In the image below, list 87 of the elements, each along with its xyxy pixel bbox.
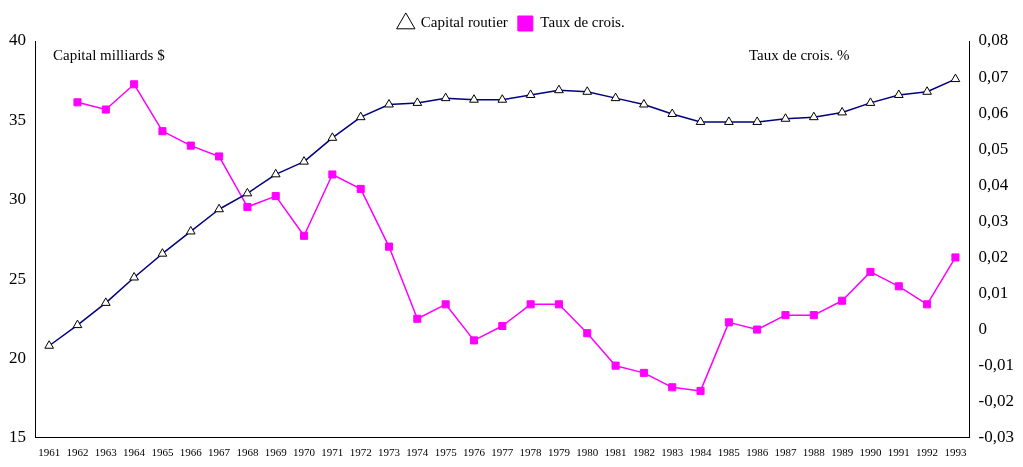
y2-tick-label: 0,07 [978,66,1009,86]
y-tick-label: 20 [9,347,26,367]
x-tick-label: 1993 [944,446,967,459]
x-tick-label: 1974 [406,446,429,459]
x-tick-label: 1992 [916,446,939,459]
y-tick-label: 35 [9,109,26,129]
x-tick-label: 1991 [887,446,910,459]
point [668,383,677,392]
x-tick-label: 1986 [746,446,769,459]
point [413,314,422,323]
point [469,336,479,345]
point [130,80,139,89]
point [300,231,309,240]
y-tick-label: 30 [9,189,26,209]
point [498,321,507,331]
legend-label: Capital routier [420,14,508,31]
y2-tick-label: 0,05 [978,138,1009,158]
x-tick-label: 1982 [632,446,655,459]
point [951,253,960,262]
point [724,318,733,327]
y-tick-label: 25 [9,268,26,288]
legend-label: Taux de crois. [540,14,625,31]
x-tick-label: 1989 [831,446,854,459]
y2-tick-label: 0,03 [978,210,1009,230]
x-tick-label: 1966 [179,446,203,459]
point [611,361,620,370]
x-tick-label: 1977 [491,446,514,459]
x-tick-label: 1962 [66,446,89,459]
x-tick-label: 1970 [293,446,316,459]
x-tick-label: 1972 [349,446,372,459]
point [215,152,224,161]
y2-tick-label: 0,02 [978,246,1009,266]
point [554,300,563,309]
y2-axis-title: Taux de crois. % [749,47,850,64]
y2-tick-label: -0,01 [978,355,1015,375]
point [639,368,648,377]
x-tick-label: 1987 [774,446,797,459]
x-tick-label: 1983 [661,446,684,459]
y2-tick-label: -0,02 [978,391,1015,411]
x-tick-label: 1967 [208,446,231,459]
point [158,127,167,136]
point [809,311,818,320]
x-tick-label: 1963 [94,446,118,459]
point [696,386,705,395]
y2-tick-label: 0,04 [978,174,1009,194]
point [923,300,932,309]
point [271,192,280,201]
x-tick-label: 1976 [462,446,486,459]
point [583,329,592,338]
x-tick-label: 1990 [859,446,882,459]
point [384,242,394,251]
x-tick-label: 1985 [717,446,741,459]
point [186,141,195,150]
y2-tick-label: 0,06 [978,102,1009,122]
point [101,105,110,114]
point [753,325,762,334]
point [526,300,535,309]
x-tick-label: 1961 [38,446,61,459]
point [866,267,875,276]
y-tick-label: 15 [9,427,26,447]
y-tick-label: 40 [9,30,26,50]
x-tick-label: 1978 [519,446,543,459]
point [894,282,903,291]
x-tick-label: 1980 [576,446,599,459]
x-tick-label: 1964 [123,446,146,459]
x-tick-label: 1965 [151,446,174,459]
x-tick-label: 1988 [802,446,826,459]
y-axis-title: Capital milliards $ [53,47,166,64]
x-tick-label: 1968 [236,446,259,459]
y2-tick-label: -0,03 [978,427,1015,447]
point [328,170,337,179]
x-tick-label: 1981 [604,446,627,459]
x-tick-label: 1973 [378,446,401,459]
x-tick-label: 1975 [434,446,458,459]
x-tick-label: 1984 [689,446,713,459]
point [73,98,82,107]
y2-tick-label: 0,01 [978,282,1009,302]
x-tick-label: 1971 [321,446,344,459]
point [441,300,450,309]
x-tick-label: 1969 [264,446,288,459]
x-tick-label: 1979 [547,446,571,459]
point [781,311,790,320]
point [838,296,847,305]
point [356,184,365,193]
y2-tick-label: 0 [978,319,988,339]
point [243,202,252,211]
y2-tick-label: 0,08 [978,30,1009,50]
